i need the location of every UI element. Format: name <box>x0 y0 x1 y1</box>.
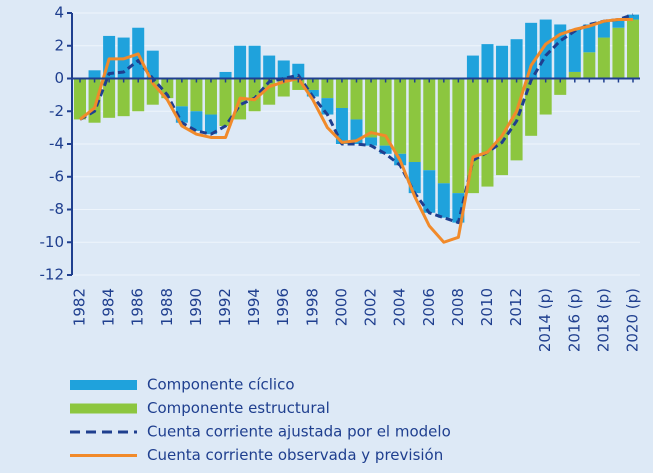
x-tick-label: 1994 <box>245 288 263 326</box>
y-tick-label: 2 <box>54 36 64 54</box>
x-tick-label: 2020 (p) <box>624 288 642 352</box>
bar <box>190 111 203 131</box>
bar <box>583 52 596 79</box>
y-tick-label: -4 <box>49 135 64 153</box>
y-tick-label: -6 <box>49 167 64 185</box>
bar <box>306 78 319 90</box>
bar <box>612 19 625 28</box>
x-tick-label: 1986 <box>129 288 147 326</box>
bar <box>510 39 523 79</box>
x-tick-label: 1988 <box>158 288 176 326</box>
x-tick-label: 1984 <box>100 288 118 326</box>
bar <box>539 78 552 115</box>
x-tick-label: 1992 <box>216 288 234 326</box>
bar <box>452 78 465 194</box>
bar <box>321 78 334 99</box>
bar <box>321 98 334 115</box>
bar <box>597 21 610 38</box>
x-tick-label: 2014 (p) <box>536 288 554 352</box>
bar <box>292 78 305 90</box>
bar <box>88 70 101 79</box>
legend-label: Componente cíclico <box>147 376 295 394</box>
bar <box>466 55 479 79</box>
bar <box>219 71 232 79</box>
bar <box>525 22 538 79</box>
legend-label: Cuenta corriente observada y previsión <box>147 446 443 464</box>
bar <box>379 145 392 154</box>
bar <box>365 137 378 146</box>
bar <box>539 19 552 79</box>
bar <box>248 45 261 79</box>
bar <box>204 114 217 135</box>
x-tick-label: 2002 <box>362 288 380 326</box>
bar <box>437 78 450 184</box>
x-tick-label: 2018 (p) <box>594 288 612 352</box>
y-tick-label: 4 <box>54 4 64 22</box>
line <box>79 18 633 244</box>
bar <box>394 78 407 154</box>
x-tick-label: 2012 <box>507 288 525 326</box>
x-tick-label: 2000 <box>332 288 350 326</box>
bar <box>263 55 276 79</box>
x-tick-label: 2004 <box>391 288 409 326</box>
bar <box>350 78 363 120</box>
y-tick-label: -2 <box>49 102 64 120</box>
bar <box>248 78 261 112</box>
x-tick-label: 2010 <box>478 288 496 326</box>
bar <box>365 78 378 138</box>
bar <box>408 78 421 163</box>
bar <box>525 78 538 136</box>
bar <box>583 24 596 53</box>
x-tick-label: 1982 <box>71 288 89 326</box>
bar <box>74 78 86 120</box>
bar <box>627 14 639 20</box>
x-tick-label: 2016 (p) <box>565 288 583 352</box>
bar <box>612 27 625 79</box>
bar <box>597 37 610 79</box>
bar <box>481 44 494 79</box>
bar <box>175 78 188 107</box>
bar <box>335 78 348 108</box>
x-tick-label: 1990 <box>187 288 205 326</box>
bar <box>496 78 509 176</box>
x-tick-label: 1998 <box>303 288 321 326</box>
legend-swatch <box>70 403 137 414</box>
x-tick-label: 2006 <box>420 288 438 326</box>
x-tick-label: 1996 <box>274 288 292 326</box>
y-tick-label: 0 <box>54 69 64 87</box>
y-tick-label: -10 <box>40 233 65 251</box>
bar <box>466 78 479 194</box>
bar <box>306 89 319 97</box>
legend-swatch <box>70 380 137 390</box>
bar <box>132 78 145 112</box>
bar <box>234 45 247 79</box>
bar <box>496 45 509 79</box>
bar <box>423 78 436 171</box>
legend-label: Componente estructural <box>147 399 330 417</box>
bar <box>423 170 436 213</box>
bar <box>204 78 217 115</box>
bar <box>437 183 450 218</box>
bar <box>568 29 581 72</box>
bar <box>146 50 159 79</box>
bar <box>103 78 116 118</box>
y-tick-label: -8 <box>49 200 64 218</box>
line <box>79 13 634 225</box>
bar <box>277 60 290 79</box>
bar <box>481 78 494 187</box>
bar <box>219 78 232 126</box>
x-tick-label: 2008 <box>449 288 467 326</box>
bar <box>190 78 203 112</box>
bar <box>379 78 392 146</box>
bar <box>554 78 567 95</box>
bar <box>117 78 130 117</box>
bar <box>292 63 305 79</box>
legend-label: Cuenta corriente ajustada por el modelo <box>147 423 451 441</box>
bar <box>568 71 581 79</box>
bar <box>627 19 639 79</box>
y-tick-label: -12 <box>40 266 65 284</box>
